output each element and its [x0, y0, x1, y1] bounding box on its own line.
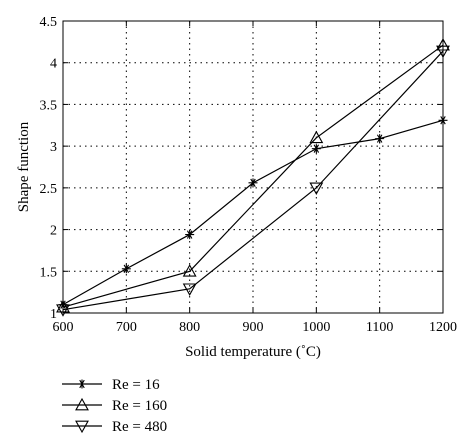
y-tick-label: 4 — [50, 57, 57, 72]
x-tick-label: 1000 — [302, 320, 330, 335]
data-point — [309, 130, 324, 144]
x-axis-label: Solid temperature (˚C) — [185, 344, 321, 360]
data-point — [185, 230, 195, 240]
legend-entry: Re = 160 — [62, 397, 167, 414]
legend-marker — [77, 379, 87, 389]
data-point — [121, 264, 131, 274]
x-tick-label: 700 — [116, 320, 137, 335]
legend-label: Re = 480 — [112, 419, 167, 435]
legend-label: Re = 16 — [112, 377, 160, 393]
data-point — [182, 264, 197, 277]
y-axis-label: Shape function — [16, 121, 32, 212]
data-point — [311, 144, 321, 154]
grid — [63, 21, 443, 313]
data-point — [248, 178, 258, 188]
data-point — [438, 115, 448, 125]
data-point — [309, 182, 324, 195]
x-tick-label: 1200 — [429, 320, 457, 335]
axis-ticks: 600 700 800 900 1000 1100 1200 1 1.5 2 2.5 3 3.5 4 4.5 — [40, 15, 458, 335]
y-tick-label: 4.5 — [40, 15, 58, 30]
x-tick-label: 600 — [53, 320, 74, 335]
data-point — [375, 134, 385, 144]
y-tick-label: 3.5 — [40, 98, 58, 113]
x-tick-label: 800 — [179, 320, 200, 335]
y-tick-label: 2.5 — [40, 182, 58, 197]
y-tick-label: 2 — [50, 224, 57, 239]
y-tick-label: 1.5 — [40, 265, 58, 280]
data-point — [436, 38, 450, 51]
y-tick-label: 1 — [50, 307, 57, 322]
x-tick-label: 900 — [243, 320, 264, 335]
legend-entry: Re = 480 — [62, 419, 167, 435]
legend-marker — [75, 397, 89, 411]
series-3 — [56, 45, 450, 317]
legend: Re = 16 Re = 160 Re = 480 — [62, 377, 167, 435]
data-point — [436, 45, 450, 59]
legend-marker — [75, 420, 89, 434]
series-1 — [58, 115, 448, 310]
data-point — [182, 283, 197, 296]
data-point — [56, 304, 70, 317]
x-tick-label: 1100 — [366, 320, 393, 335]
y-tick-label: 3 — [50, 140, 57, 155]
legend-label: Re = 160 — [112, 398, 167, 414]
series-line — [62, 44, 444, 308]
legend-entry: Re = 16 — [62, 377, 160, 393]
series-group — [56, 38, 450, 317]
series-line — [62, 50, 444, 311]
series-2 — [56, 38, 450, 313]
data-point — [56, 300, 70, 313]
